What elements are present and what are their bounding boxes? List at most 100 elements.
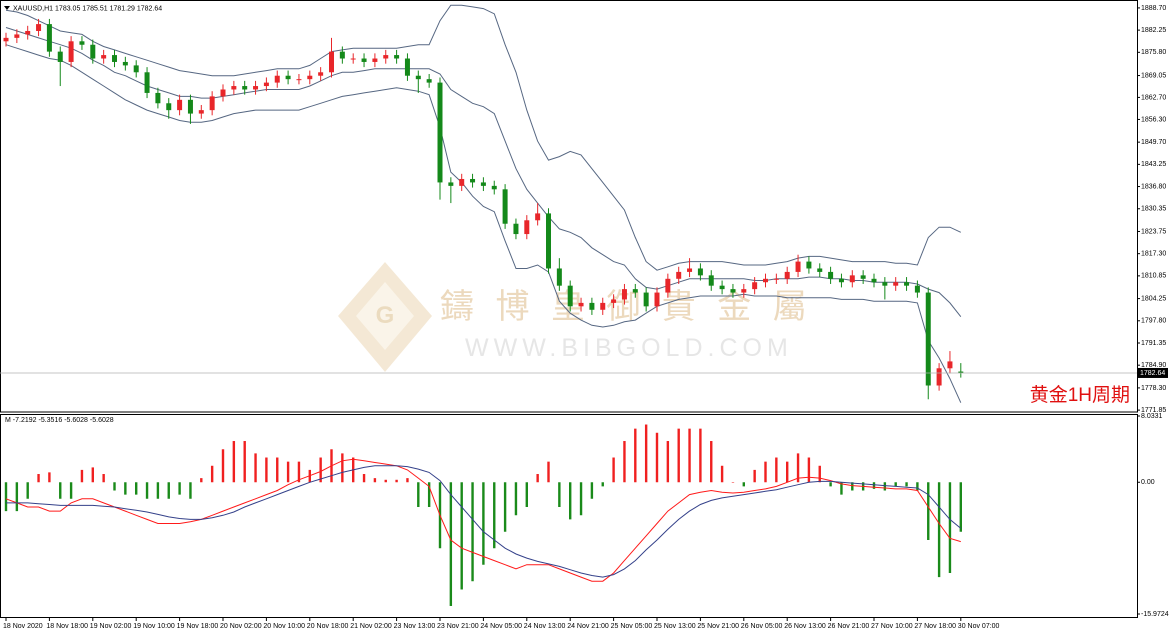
price-header: XAUUSD,H1 1783.05 1785.51 1781.29 1782.6… bbox=[13, 5, 162, 12]
x-tick-label: 24 Nov 21:00 bbox=[567, 623, 609, 630]
price-tag bbox=[1137, 367, 1168, 378]
candle-body bbox=[643, 292, 649, 307]
histogram-bar bbox=[319, 457, 322, 483]
candle-body bbox=[448, 182, 454, 186]
y-tick-label: 1843.25 bbox=[1141, 161, 1166, 168]
histogram-bar bbox=[362, 474, 366, 483]
histogram-bar bbox=[373, 478, 377, 483]
histogram-bar bbox=[688, 428, 691, 483]
y-tick-label: 1856.30 bbox=[1141, 116, 1166, 123]
histogram-bar bbox=[677, 428, 680, 483]
candle-body bbox=[231, 86, 237, 90]
candle-body bbox=[947, 361, 953, 369]
histogram-bar bbox=[26, 482, 29, 499]
y-tick-label: 1791.35 bbox=[1141, 340, 1166, 347]
histogram-bar bbox=[916, 482, 919, 491]
macd-line bbox=[5, 458, 961, 582]
histogram-bar bbox=[623, 441, 626, 483]
close-value: 1782.64 bbox=[137, 5, 162, 12]
histogram-bar bbox=[156, 482, 160, 499]
histogram-bar bbox=[937, 482, 941, 578]
x-tick-label: 18 Nov 18:00 bbox=[46, 623, 88, 630]
candle-body bbox=[589, 302, 595, 310]
candle-body bbox=[741, 289, 747, 293]
candle-body bbox=[90, 44, 96, 59]
candle-body bbox=[329, 51, 334, 73]
candle-body bbox=[784, 271, 790, 279]
histogram-bar bbox=[655, 432, 659, 483]
y-tick-label: 0.00 bbox=[1141, 479, 1155, 486]
candle-body bbox=[209, 96, 215, 111]
macd-header: M -7.2192 -5.3516 -5.6028 -5.6028 bbox=[5, 417, 114, 424]
candle-body bbox=[122, 61, 128, 66]
histogram-bar bbox=[644, 424, 648, 483]
candle-body bbox=[437, 82, 443, 183]
candle-body bbox=[524, 220, 530, 235]
x-tick-label: 25 Nov 21:00 bbox=[697, 623, 739, 630]
candle-body bbox=[459, 178, 465, 186]
x-tick-label: 20 Nov 18:00 bbox=[307, 623, 349, 630]
x-tick-label: 21 Nov 02:00 bbox=[350, 623, 392, 630]
histogram-bar bbox=[427, 482, 431, 508]
annotation: 黄金1H周期 bbox=[1030, 384, 1130, 406]
bollinger-band bbox=[5, 4, 962, 271]
histogram-bar bbox=[525, 482, 528, 508]
y-tick-label: 1882.25 bbox=[1141, 27, 1166, 34]
histogram-bar bbox=[590, 482, 594, 499]
histogram-bar bbox=[91, 467, 94, 483]
candle-body bbox=[198, 110, 204, 114]
candle-body bbox=[220, 89, 226, 97]
x-tick-label: 26 Nov 13:00 bbox=[784, 623, 826, 630]
histogram-bar bbox=[699, 428, 702, 483]
candle-body bbox=[632, 289, 638, 293]
candle-body bbox=[491, 185, 497, 190]
menu-icon bbox=[4, 6, 10, 10]
candle-body bbox=[654, 292, 660, 307]
candle-body bbox=[296, 79, 302, 81]
candle-body bbox=[621, 289, 627, 300]
histogram-bar bbox=[286, 461, 290, 483]
open-value: 1783.05 bbox=[55, 5, 80, 12]
histogram-bar bbox=[15, 482, 19, 512]
candle-body bbox=[404, 58, 410, 76]
x-tick-label: 19 Nov 18:00 bbox=[177, 623, 219, 630]
candle-body bbox=[68, 41, 74, 62]
candle-body bbox=[567, 285, 573, 307]
histogram-bar bbox=[883, 482, 887, 491]
indicator-value: -5.3516 bbox=[39, 417, 63, 424]
histogram-bar bbox=[666, 441, 670, 483]
bollinger-band bbox=[5, 27, 962, 318]
candle-body bbox=[838, 278, 844, 283]
histogram-bar bbox=[579, 482, 583, 516]
candle-body bbox=[25, 30, 31, 35]
histogram-bar bbox=[167, 482, 170, 499]
histogram-bar bbox=[200, 478, 203, 483]
low-value: 1781.29 bbox=[110, 5, 135, 12]
histogram-bar bbox=[547, 461, 550, 483]
y-tick-label: 1823.75 bbox=[1141, 228, 1166, 235]
histogram-bar bbox=[569, 482, 572, 520]
histogram-bar bbox=[449, 482, 453, 606]
x-tick-label: 25 Nov 05:00 bbox=[611, 623, 653, 630]
watermark-logo: G bbox=[338, 262, 432, 372]
watermark-url: WWW.BIBGOLD.COM bbox=[465, 334, 793, 362]
indicator-label: M bbox=[5, 417, 11, 424]
x-tick-label: 24 Nov 13:00 bbox=[524, 623, 566, 630]
candle-body bbox=[958, 371, 964, 373]
histogram-bar bbox=[37, 474, 40, 483]
macd-panel-frame bbox=[0, 414, 1138, 618]
candle-body bbox=[307, 75, 313, 80]
x-tick-label: 30 Nov 07:00 bbox=[958, 623, 1000, 630]
candle-body bbox=[350, 58, 356, 60]
x-tick-label: 23 Nov 21:00 bbox=[437, 623, 479, 630]
candle-body bbox=[36, 24, 42, 31]
y-tick-label: 1810.85 bbox=[1141, 273, 1166, 280]
x-tick-label: 19 Nov 10:00 bbox=[133, 623, 175, 630]
histogram-bar bbox=[384, 479, 387, 483]
histogram-bar bbox=[135, 482, 138, 495]
histogram-bar bbox=[471, 482, 474, 582]
candle-body bbox=[285, 75, 291, 80]
